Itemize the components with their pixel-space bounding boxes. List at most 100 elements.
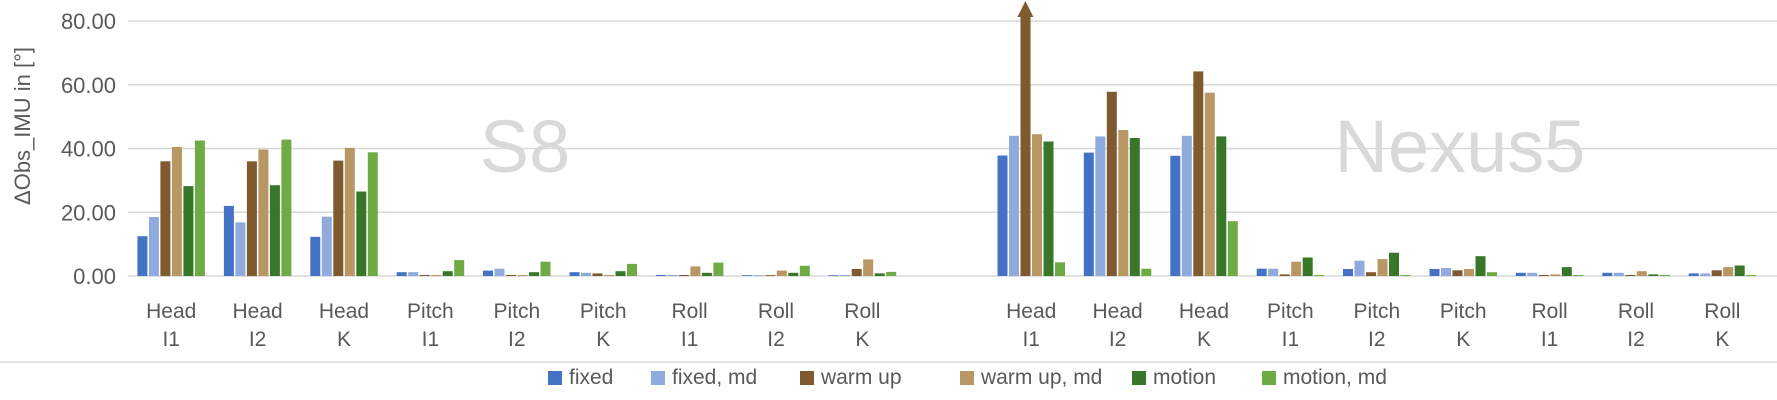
- bar: [281, 139, 292, 276]
- category-label: K: [1456, 328, 1470, 351]
- category-label: I1: [1541, 328, 1559, 351]
- bar: [442, 271, 453, 276]
- category-label: K: [596, 328, 610, 351]
- bar: [1181, 135, 1192, 277]
- category-label: I2: [249, 328, 267, 351]
- bar: [223, 205, 234, 276]
- category-label: I1: [422, 328, 440, 351]
- bar: [1170, 155, 1181, 276]
- bar: [776, 270, 787, 276]
- bar: [1441, 268, 1451, 276]
- bar: [483, 270, 493, 276]
- legend-swatch: [800, 371, 814, 385]
- bar: [431, 275, 442, 276]
- bar: [1464, 269, 1474, 276]
- bar: [615, 271, 626, 276]
- bar: [454, 260, 465, 276]
- bar: [1515, 272, 1526, 276]
- bar: [258, 149, 269, 276]
- legend-swatch: [1132, 371, 1146, 385]
- bar: [321, 216, 332, 276]
- legend-label: fixed: [569, 366, 613, 389]
- bar: [569, 272, 580, 276]
- category-label: Head: [1092, 300, 1142, 323]
- group-labels: S8 Nexus5: [480, 105, 1586, 188]
- category-label: I1: [162, 328, 180, 351]
- bar: [1746, 275, 1757, 276]
- category-label: Head: [319, 300, 369, 323]
- bar: [1256, 268, 1267, 276]
- bar: [396, 272, 407, 276]
- bar: [310, 236, 321, 276]
- bar: [356, 191, 367, 276]
- group-label: S8: [480, 105, 571, 188]
- bar: [1538, 275, 1549, 276]
- bar: [863, 259, 874, 276]
- bar: [1343, 269, 1353, 276]
- bar: [419, 275, 430, 276]
- category-label: I1: [1282, 328, 1300, 351]
- bar: [886, 271, 897, 276]
- bar: [1636, 271, 1647, 276]
- bar: [1648, 274, 1659, 276]
- category-label: I2: [767, 328, 785, 351]
- bar: [753, 275, 764, 276]
- category-label: K: [337, 328, 351, 351]
- category-label: Pitch: [1267, 300, 1314, 323]
- bar: [160, 161, 171, 277]
- bar: [1118, 130, 1129, 276]
- category-label: I1: [681, 328, 699, 351]
- bar: [765, 275, 776, 276]
- bar: [183, 186, 194, 276]
- gridlines: [128, 20, 1777, 277]
- legend-label: warm up, md: [980, 366, 1102, 389]
- bar: [1204, 92, 1215, 276]
- category-label: Head: [1006, 300, 1056, 323]
- legend-swatch: [1262, 371, 1276, 385]
- bar: [1711, 270, 1722, 276]
- y-tick-label: 40.00: [61, 137, 116, 162]
- bar: [1429, 269, 1440, 276]
- category-label: Pitch: [580, 300, 627, 323]
- bar: [137, 236, 148, 276]
- legend-label: motion, md: [1283, 366, 1387, 389]
- bar: [1723, 267, 1734, 276]
- category-label: Pitch: [1353, 300, 1400, 323]
- category-label: Head: [146, 300, 196, 323]
- bar: [1314, 275, 1325, 276]
- y-tick-label: 20.00: [61, 200, 116, 225]
- bar: [517, 275, 528, 276]
- bar: [1279, 274, 1290, 276]
- bar: [367, 152, 378, 276]
- bar: [494, 268, 505, 276]
- bar: [655, 275, 666, 276]
- bar: [701, 272, 712, 276]
- bar: [604, 275, 614, 276]
- category-label: Pitch: [1440, 300, 1487, 323]
- bar: [1193, 71, 1204, 277]
- overflow-arrow-stem: [1020, 15, 1031, 25]
- y-tick-label: 60.00: [61, 73, 116, 98]
- bar: [1659, 275, 1670, 276]
- bar: [344, 147, 355, 276]
- category-label: Head: [232, 300, 282, 323]
- y-axis-ticks: 0.00 20.00 40.00 60.00 80.00: [61, 9, 116, 289]
- bar: [1106, 91, 1117, 276]
- bar: [1032, 134, 1042, 276]
- bar: [581, 272, 591, 276]
- bar: [194, 140, 205, 276]
- category-label: K: [1715, 328, 1729, 351]
- category-label: Roll: [1532, 300, 1568, 323]
- bar: [713, 262, 724, 276]
- y-axis-title: ΔObs_IMU in [°]: [10, 47, 35, 205]
- bar: [408, 272, 419, 276]
- category-label: Roll: [1704, 300, 1740, 323]
- bar: [1550, 274, 1561, 276]
- bar: [627, 263, 637, 276]
- bar: [1734, 265, 1745, 276]
- bar: [1141, 268, 1152, 276]
- overflow-arrows: [1017, 1, 1034, 25]
- bar: [1268, 268, 1279, 276]
- bar: [690, 266, 701, 276]
